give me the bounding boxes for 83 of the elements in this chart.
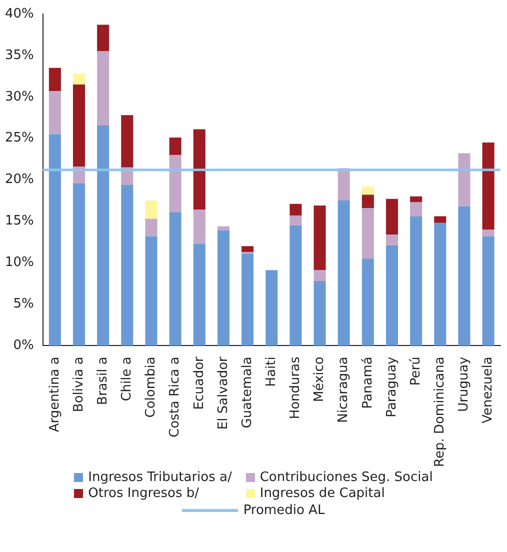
y-tick-label: 20% [4, 172, 34, 188]
bar [266, 270, 278, 346]
x-tick-label: Uruguay [456, 356, 472, 412]
y-tick-label: 10% [4, 255, 34, 270]
bar [434, 222, 446, 346]
bar [193, 244, 206, 346]
bar [242, 254, 254, 346]
bar [169, 212, 182, 346]
bar [314, 270, 326, 281]
x-tick-label: Chile a [120, 356, 135, 402]
bar [48, 91, 61, 134]
bar [193, 210, 206, 244]
bar [410, 216, 422, 346]
bar [386, 198, 398, 235]
x-tick-label: Guatemala [240, 356, 255, 428]
bar [458, 153, 470, 206]
x-tick-label: Honduras [288, 356, 304, 420]
bar [482, 236, 494, 346]
bar [72, 84, 86, 167]
bar [362, 186, 374, 195]
bar [314, 206, 326, 270]
legend-label: Ingresos de Capital [260, 486, 385, 501]
legend-label: Promedio AL [243, 503, 325, 518]
x-tick-label: Paraguay [384, 356, 400, 418]
bar [362, 194, 374, 208]
bar [217, 230, 230, 346]
x-tick-label: Panamá [360, 356, 376, 409]
x-tick-label: Perú [408, 356, 424, 386]
y-tick-label: 40% [4, 6, 34, 22]
bar [290, 215, 302, 226]
x-tick-label: Nicaragua [336, 356, 352, 423]
x-tick-label: Colombia [144, 356, 159, 418]
bar [97, 125, 110, 346]
bar [386, 234, 398, 246]
bar [434, 216, 446, 223]
bar [338, 168, 350, 201]
bar [169, 138, 182, 155]
bar [145, 218, 158, 236]
legend-label: Contribuciones Seg. Social [260, 470, 433, 485]
bar [290, 204, 302, 216]
y-tick-label: 5% [13, 296, 34, 312]
legend-label: Ingresos Tributarios a/ [88, 470, 232, 485]
bar [410, 196, 422, 202]
bar [242, 246, 254, 252]
x-tick-label: Argentina a [47, 356, 62, 432]
x-tick-label: El Salvador [216, 356, 231, 430]
bar [169, 154, 182, 212]
bar [48, 68, 61, 92]
bar [290, 225, 302, 346]
bar [145, 236, 158, 346]
bar [362, 208, 374, 259]
bar [362, 258, 374, 346]
bar [97, 24, 110, 52]
bar [338, 200, 350, 346]
bar [72, 74, 86, 84]
x-tick-label: Bolivia a [71, 356, 86, 412]
x-tick-label: Haiti [264, 356, 279, 387]
bar [48, 134, 61, 346]
y-tick-label: 0% [13, 338, 34, 353]
bar [97, 51, 110, 126]
bar [410, 202, 422, 216]
bar [217, 226, 230, 230]
legend-label: Otros Ingresos b/ [88, 486, 200, 501]
bar [72, 183, 86, 346]
x-tick-label: Ecuador [192, 356, 207, 410]
x-tick-label: Rep. Dominicana [432, 356, 448, 467]
y-tick-label: 15% [4, 214, 34, 229]
bar [121, 184, 134, 346]
x-tick-label: Venezuela [480, 356, 496, 424]
x-tick-label: Brasil a [95, 356, 110, 405]
bar [386, 245, 398, 346]
bar [458, 206, 470, 346]
x-tick-label: Costa Rica a [168, 356, 183, 438]
y-tick-label: 35% [4, 48, 34, 63]
bar [145, 200, 158, 219]
bar [193, 129, 206, 210]
bar [482, 142, 494, 230]
y-tick-label: 30% [4, 89, 34, 104]
bar [482, 230, 494, 236]
y-tick-label: 25% [4, 130, 34, 146]
x-tick-label: México [312, 356, 328, 402]
bar [121, 115, 134, 168]
bar [314, 280, 326, 346]
